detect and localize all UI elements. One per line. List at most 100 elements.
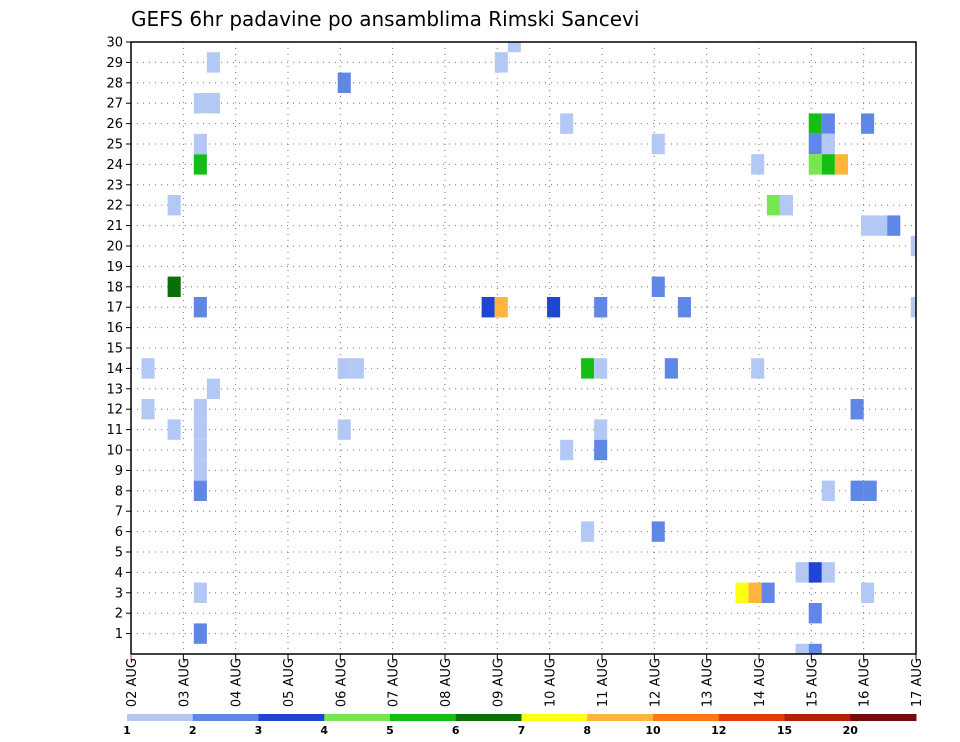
y-tick-label: 15 (106, 342, 123, 357)
colorbar-label: 20 (843, 724, 859, 737)
x-tick-label: 08 AUG (439, 658, 454, 707)
data-cell (821, 480, 835, 501)
y-tick-label: 23 (106, 178, 123, 193)
data-cell (507, 42, 521, 53)
data-cell (141, 399, 155, 420)
data-cell (193, 419, 207, 440)
x-tick-label: 05 AUG (282, 658, 297, 707)
colorbar-swatch (587, 714, 654, 721)
data-cell (751, 154, 765, 175)
data-cell (337, 419, 351, 440)
y-tick-label: 17 (106, 301, 123, 316)
y-tick-label: 2 (115, 607, 123, 622)
data-cell (167, 195, 181, 216)
data-cell (861, 113, 875, 134)
data-cell (167, 276, 181, 297)
data-cell (581, 521, 595, 542)
y-tick-label: 13 (106, 382, 123, 397)
y-tick-label: 24 (106, 158, 123, 173)
data-cell (193, 460, 207, 481)
data-cell (594, 358, 608, 379)
data-cells (141, 42, 916, 654)
colorbar-swatch (850, 714, 917, 721)
y-tick-label: 26 (106, 117, 123, 132)
data-cell (193, 623, 207, 644)
data-cell (206, 52, 220, 73)
colorbar-label: 3 (255, 724, 263, 737)
colorbar-swatch (127, 714, 194, 721)
data-cell (206, 93, 220, 114)
data-cell (834, 154, 848, 175)
y-tick-label: 22 (106, 199, 123, 214)
data-cell (651, 521, 665, 542)
data-cell (193, 439, 207, 461)
data-cell (795, 643, 809, 654)
data-cell (193, 582, 207, 603)
y-tick-label: 20 (106, 240, 123, 255)
data-cell (141, 358, 155, 379)
y-axis-ticks: 1234567891011121314151617181920212223242… (106, 36, 131, 642)
data-cell (850, 399, 864, 420)
data-cell (821, 562, 835, 583)
colorbar-swatch (258, 714, 325, 721)
data-cell (206, 378, 220, 399)
y-tick-label: 9 (115, 464, 123, 479)
data-cell (910, 235, 916, 257)
data-cell (863, 480, 877, 501)
x-tick-label: 14 AUG (753, 658, 768, 707)
y-tick-label: 30 (106, 36, 123, 51)
y-tick-label: 12 (106, 403, 123, 418)
data-cell (337, 72, 351, 93)
x-tick-label: 16 AUG (858, 658, 873, 707)
data-cell (494, 52, 508, 73)
y-tick-label: 29 (106, 56, 123, 71)
data-cell (494, 297, 508, 318)
data-cell (350, 358, 364, 379)
colorbar-swatch (521, 714, 588, 721)
data-cell (887, 215, 901, 236)
colorbar-swatch (324, 714, 391, 721)
data-cell (560, 113, 574, 134)
colorbar-swatch (192, 714, 259, 721)
data-cell (651, 133, 665, 155)
y-tick-label: 7 (115, 505, 123, 520)
data-cell (874, 215, 888, 236)
y-tick-label: 6 (115, 525, 123, 540)
y-tick-label: 8 (115, 484, 123, 499)
data-cell (193, 133, 207, 155)
y-tick-label: 3 (115, 586, 123, 601)
y-tick-label: 19 (106, 260, 123, 275)
data-cell (581, 358, 595, 379)
data-cell (193, 399, 207, 420)
colorbar-swatch (653, 714, 720, 721)
data-cell (193, 93, 207, 114)
y-tick-label: 14 (106, 362, 123, 377)
y-tick-label: 5 (115, 546, 123, 561)
y-tick-label: 28 (106, 76, 123, 91)
data-cell (821, 113, 835, 134)
data-cell (808, 133, 822, 155)
data-cell (193, 154, 207, 175)
data-cell (808, 643, 822, 654)
data-cell (821, 133, 835, 155)
x-tick-label: 09 AUG (491, 658, 506, 707)
x-axis-ticks: 02 AUG 03 AUG 04 AUG 05 AUG 06 AUG 07 AUG 08 A… (125, 654, 925, 707)
colorbar-label: 15 (777, 724, 792, 737)
data-cell (751, 358, 765, 379)
colorbar: 1 2 3 4 5 6 7 8 10 12 15 20 (123, 714, 917, 737)
x-tick-label: 04 AUG (230, 658, 245, 707)
data-cell (850, 480, 864, 501)
y-tick-label: 11 (106, 423, 123, 438)
colorbar-label: 10 (645, 724, 661, 737)
x-tick-label: 15 AUG (805, 658, 820, 707)
data-cell (677, 297, 691, 318)
colorbar-label: 4 (320, 724, 328, 737)
data-cell (779, 195, 794, 216)
colorbar-label: 5 (386, 724, 394, 737)
data-cell (337, 358, 351, 379)
chart-title: GEFS 6hr padavine po ansamblima Rimski S… (131, 7, 639, 31)
data-cell (594, 297, 608, 318)
data-cell (547, 297, 561, 318)
y-tick-label: 16 (106, 321, 123, 336)
